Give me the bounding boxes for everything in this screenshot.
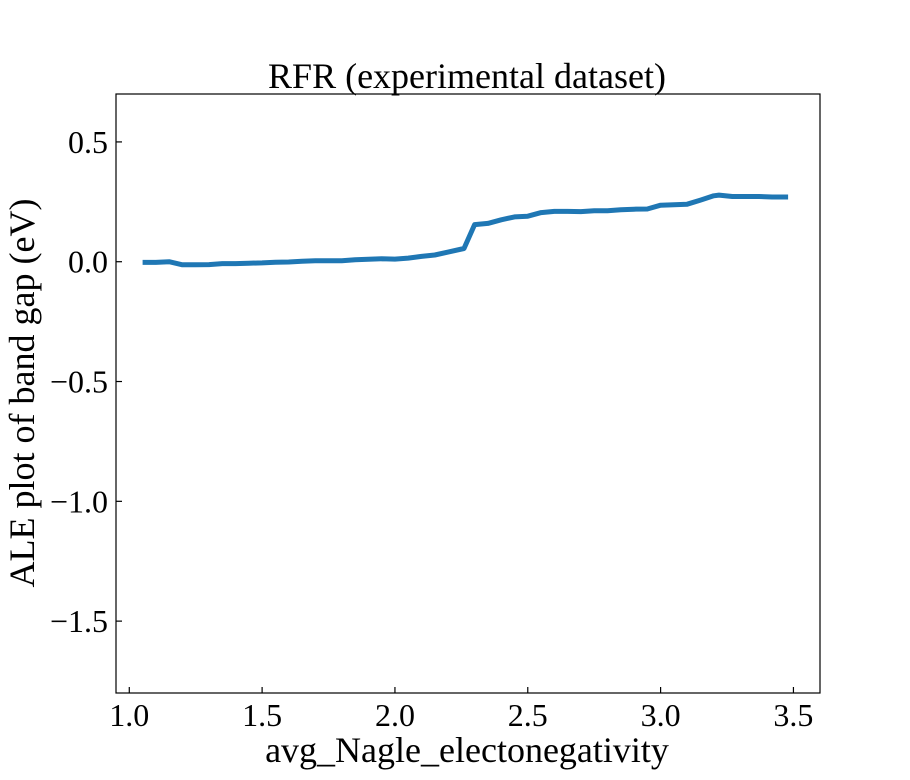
x-tick-label: 1.0 — [109, 697, 149, 733]
y-tick-label: −1.0 — [50, 483, 108, 519]
series-line — [142, 192, 789, 268]
y-tick-label: 0.0 — [68, 244, 108, 280]
x-tick-label: 3.0 — [641, 697, 681, 733]
y-axis-ticks: 0.5 0.0 −0.5 −1.0 −1.5 — [50, 124, 122, 639]
x-tick-label: 2.0 — [375, 697, 415, 733]
chart-title: RFR (experimental dataset) — [268, 56, 666, 96]
y-tick-label: 0.5 — [68, 124, 108, 160]
plot-frame — [115, 93, 821, 694]
y-axis-label: ALE plot of band gap (eV) — [2, 199, 42, 588]
x-tick-label: 1.5 — [242, 697, 282, 733]
x-tick-label: 2.5 — [508, 697, 548, 733]
x-tick-label: 3.5 — [773, 697, 813, 733]
y-tick-label: −1.5 — [50, 603, 108, 639]
x-axis-label: avg_Nagle_electonegativity — [265, 730, 669, 770]
x-axis-ticks: 1.0 1.5 2.0 2.5 3.0 3.5 — [109, 687, 813, 733]
y-tick-label: −0.5 — [50, 364, 108, 400]
series-group — [142, 192, 789, 268]
